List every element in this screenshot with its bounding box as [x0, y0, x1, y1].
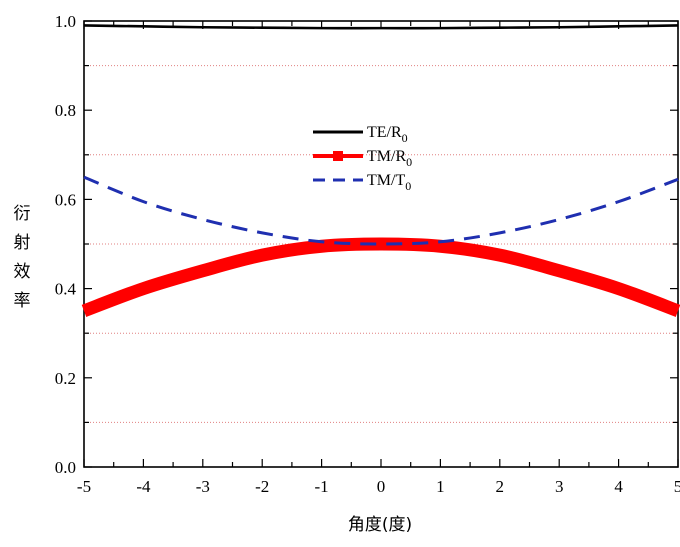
x-axis-label: 角度(度)	[348, 515, 412, 535]
series-lines	[84, 25, 678, 310]
x-tick-label: 3	[555, 477, 564, 496]
y-tick-label: 0.6	[55, 190, 76, 209]
legend-label: TM/T0	[367, 172, 411, 193]
legend: TE/R0 TM/R0 TM/T0	[313, 124, 412, 193]
y-tick-label: 0.4	[55, 280, 77, 299]
x-tick-label: 2	[496, 477, 505, 496]
legend-marker	[333, 151, 343, 161]
x-tick-label: -5	[77, 477, 91, 496]
x-tick-label: -3	[196, 477, 210, 496]
series-line-1	[84, 244, 678, 311]
tick-labels: -5 -4 -3 -2 -1 0 1 2 3 4 5 0.0 0.2 0.4 0.6 0.8 1.0	[55, 12, 680, 496]
legend-label: TE/R0	[367, 124, 408, 145]
y-tick-label: 0.2	[55, 369, 76, 388]
x-tick-label: 5	[674, 477, 680, 496]
x-tick-label: -4	[136, 477, 151, 496]
y-axis-label: 衍射效率	[14, 204, 31, 311]
x-tick-label: 4	[614, 477, 623, 496]
x-tick-label: -2	[255, 477, 269, 496]
y-tick-label: 0.0	[55, 458, 76, 477]
legend-label: TM/R0	[367, 148, 412, 169]
y-tick-label: 1.0	[55, 12, 76, 31]
x-tick-label: 0	[377, 477, 386, 496]
x-tick-label: 1	[436, 477, 445, 496]
x-tick-label: -1	[315, 477, 329, 496]
y-tick-label: 0.8	[55, 101, 76, 120]
